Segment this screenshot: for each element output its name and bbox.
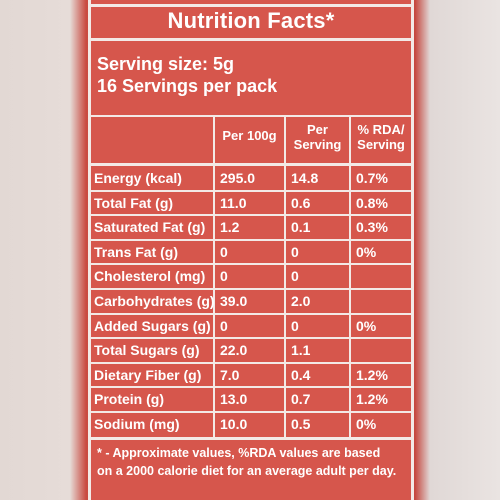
cell-per-100g: 13.0 — [220, 391, 248, 408]
header-per-100g: Per 100g — [222, 128, 277, 143]
row-divider — [88, 312, 414, 315]
header-divider — [88, 163, 414, 166]
serving-size: Serving size: 5g — [97, 54, 235, 74]
cell-rda — [356, 290, 412, 312]
col-divider-2 — [284, 115, 286, 437]
nutrition-table: Per 100g Per Serving % RDA/ Serving Ener… — [88, 115, 414, 437]
row-divider — [88, 361, 414, 364]
table-top-line — [88, 115, 414, 117]
header-rda: % RDA/ Serving — [351, 122, 411, 152]
title-divider — [88, 38, 414, 41]
footnote-divider — [88, 437, 414, 440]
cell-name: Protein (g) — [94, 391, 164, 408]
servings-per-pack: 16 Servings per pack — [97, 76, 278, 96]
row-divider — [88, 337, 414, 340]
cell-per-serving: 0 — [291, 268, 299, 285]
top-border — [88, 4, 414, 7]
row-divider — [88, 189, 414, 192]
cell-per-100g: 39.0 — [220, 293, 248, 309]
cell-per-100g: 0 — [220, 243, 228, 260]
cell-rda: 1.2% — [356, 391, 388, 408]
cell-name: Energy (kcal) — [94, 170, 182, 186]
header-rda-line2: Serving — [357, 137, 405, 152]
nutrition-label — [88, 0, 414, 500]
cell-per-100g: 0 — [220, 317, 228, 334]
footnote: * - Approximate values, %RDA values are … — [97, 444, 409, 480]
header-per-serving-line1: Per — [307, 122, 328, 137]
row-divider — [88, 386, 414, 389]
cell-rda: 0% — [356, 243, 377, 260]
cell-name: Cholesterol (mg) — [94, 268, 206, 285]
cell-per-100g: 0 — [220, 268, 228, 285]
cell-rda: 0.3% — [356, 219, 388, 236]
cell-per-serving: 0.1 — [291, 219, 311, 236]
cell-per-serving: 0.6 — [291, 194, 311, 211]
header-per-serving: Per Serving — [286, 122, 349, 152]
cell-per-serving: 1.1 — [291, 342, 311, 359]
cell-rda — [356, 339, 412, 361]
cell-per-100g: 7.0 — [220, 366, 240, 383]
cell-per-serving: 0.7 — [291, 391, 311, 408]
cell-per-100g: 10.0 — [220, 416, 248, 432]
cell-name: Saturated Fat (g) — [94, 219, 206, 236]
cell-rda: 0.8% — [356, 194, 388, 211]
cell-rda: 0% — [356, 416, 377, 432]
cell-rda: 1.2% — [356, 366, 388, 383]
cell-per-serving: 2.0 — [291, 293, 311, 309]
cell-name: Sodium (mg) — [94, 416, 180, 432]
col-divider-1 — [213, 115, 215, 437]
label-title: Nutrition Facts* — [167, 8, 335, 33]
row-divider — [88, 214, 414, 217]
cell-per-serving: 0.4 — [291, 366, 311, 383]
cell-per-serving: 14.8 — [291, 170, 319, 186]
cell-per-100g: 295.0 — [220, 170, 256, 186]
cell-rda — [356, 265, 412, 287]
cell-per-serving: 0 — [291, 317, 299, 334]
col-divider-3 — [349, 115, 351, 437]
header-per-serving-line2: Serving — [293, 137, 342, 152]
row-divider — [88, 288, 414, 290]
footnote-line-1: * - Approximate values, %RDA values are … — [97, 446, 381, 460]
cell-rda: 0% — [356, 317, 377, 334]
cell-name: Carbohydrates (g) — [94, 293, 215, 309]
cell-per-serving: 0 — [291, 243, 299, 260]
cell-name: Dietary Fiber (g) — [94, 366, 202, 383]
row-divider — [88, 263, 414, 266]
cell-name: Added Sugars (g) — [94, 317, 211, 334]
footnote-line-2: on a 2000 calorie diet for an average ad… — [97, 464, 397, 478]
cell-name: Total Fat (g) — [94, 194, 174, 211]
cell-rda: 0.7% — [356, 170, 388, 186]
row-divider — [88, 238, 414, 241]
header-rda-line1: % RDA/ — [357, 122, 405, 137]
cell-per-100g: 11.0 — [220, 194, 247, 211]
row-divider — [88, 411, 414, 413]
cell-per-serving: 0.5 — [291, 416, 311, 432]
cell-per-100g: 1.2 — [220, 219, 240, 236]
cell-name: Total Sugars (g) — [94, 342, 200, 359]
serving-info: Serving size: 5g 16 Servings per pack — [97, 53, 277, 97]
cell-name: Trans Fat (g) — [94, 243, 179, 260]
cell-per-100g: 22.0 — [220, 342, 248, 359]
